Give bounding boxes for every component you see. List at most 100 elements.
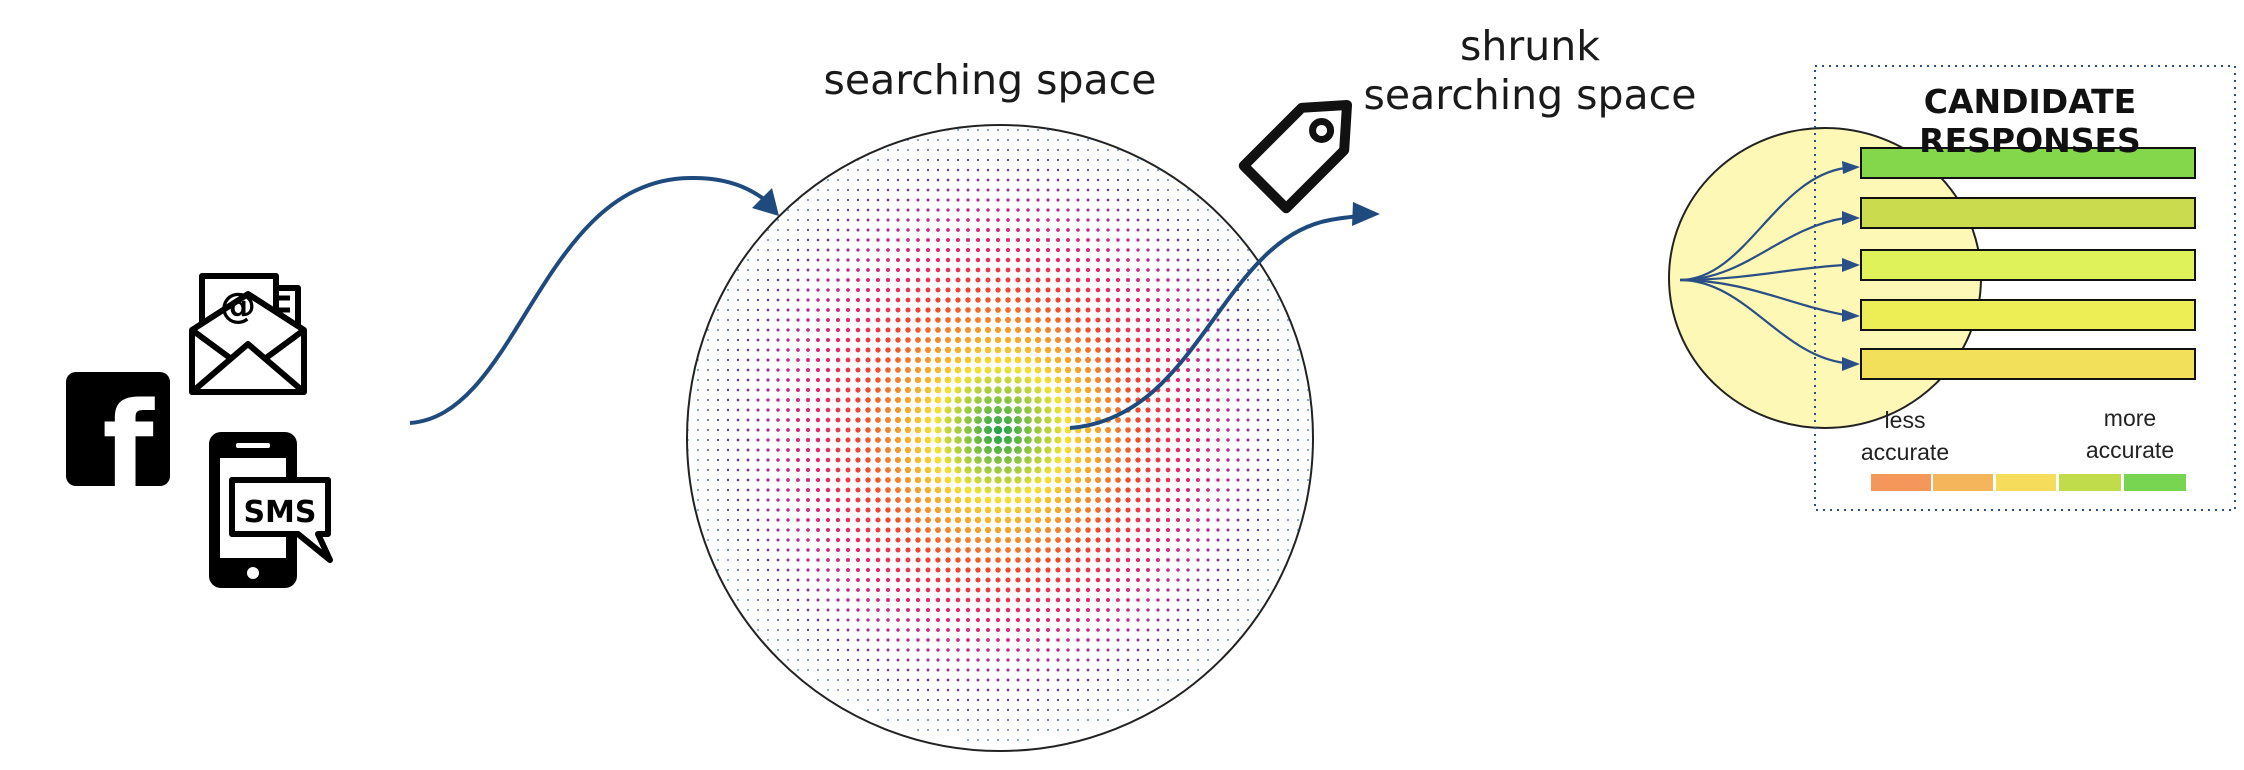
space-dot [866,678,870,682]
space-dot [1206,538,1210,542]
space-dot [1216,328,1220,332]
space-dot [1074,416,1082,424]
space-dot [1175,407,1181,413]
space-dot [915,587,921,593]
space-dot [756,588,760,592]
space-dot [1226,308,1230,312]
space-dot [707,509,709,511]
space-dot [1246,298,1250,302]
space-dot [1155,457,1161,463]
space-dot [1217,219,1219,221]
space-dot [796,368,800,372]
space-dot [934,366,942,374]
space-dot [776,498,780,502]
space-dot [756,438,760,442]
space-dot [876,608,880,612]
space-dot [1105,497,1111,503]
space-dot [917,729,919,731]
space-dot [766,458,770,462]
space-dot [905,557,911,563]
space-dot [1036,168,1040,172]
space-dot [1074,466,1082,474]
space-dot [847,679,849,681]
space-dot [1126,188,1130,192]
space-dot [717,339,719,341]
space-dot [1066,218,1070,222]
space-dot [944,496,952,504]
space-dot [1055,297,1061,303]
space-dot [776,258,780,262]
space-dot [906,158,910,162]
space-dot [954,376,962,384]
space-dot [1055,257,1061,263]
space-dot [815,357,821,363]
space-dot [855,427,861,433]
space-dot [826,238,830,242]
space-dot [1156,288,1160,292]
space-dot [1176,588,1180,592]
space-dot [1147,689,1149,691]
space-dot [1055,277,1061,283]
space-dot [1176,288,1180,292]
space-dot [865,317,871,323]
space-dot [817,189,819,191]
space-dot [806,528,810,532]
space-dot [997,129,999,131]
space-dot [1024,506,1032,514]
space-dot [1307,419,1309,421]
space-dot [1155,337,1161,343]
space-dot [1055,587,1061,593]
space-dot [1034,486,1042,494]
space-dot [1236,378,1240,382]
space-dot [994,386,1002,394]
space-dot [876,228,880,232]
space-dot [1005,547,1011,553]
space-dot [1004,526,1012,534]
space-dot [946,208,950,212]
space-dot [707,319,709,321]
space-dot [895,587,901,593]
space-dot [1046,628,1050,632]
space-dot [926,188,930,192]
space-dot [965,547,971,553]
space-dot [1075,317,1081,323]
space-dot [1074,396,1082,404]
space-dot [1005,247,1011,253]
space-dot [875,457,881,463]
space-dot [805,437,811,443]
space-dot [1086,638,1090,642]
space-dot [816,328,820,332]
space-dot [906,168,910,172]
space-dot [1036,148,1040,152]
space-dot [787,229,789,231]
space-dot [1085,287,1091,293]
shrunk-label-line2: searching space [1363,71,1697,119]
space-dot [876,668,880,672]
space-dot [1025,587,1031,593]
space-dot [886,668,890,672]
space-dot [1056,678,1060,682]
space-dot [1044,386,1052,394]
space-dot [825,347,831,353]
space-dot [806,308,810,312]
space-dot [1006,208,1010,212]
space-dot [994,356,1002,364]
space-dot [815,477,821,483]
space-dot [1036,688,1040,692]
space-dot [1146,648,1150,652]
space-dot [934,456,942,464]
space-dot [1075,347,1081,353]
space-dot [866,628,870,632]
space-dot [936,708,940,712]
space-dot [1084,476,1092,484]
space-dot [965,237,971,243]
space-dot [926,618,930,622]
space-dot [1147,699,1149,701]
space-dot [1127,149,1129,151]
space-dot [1217,209,1219,211]
space-dot [936,678,940,682]
space-dot [786,538,790,542]
space-dot [1237,249,1239,251]
space-dot [986,698,990,702]
space-dot [925,577,931,583]
